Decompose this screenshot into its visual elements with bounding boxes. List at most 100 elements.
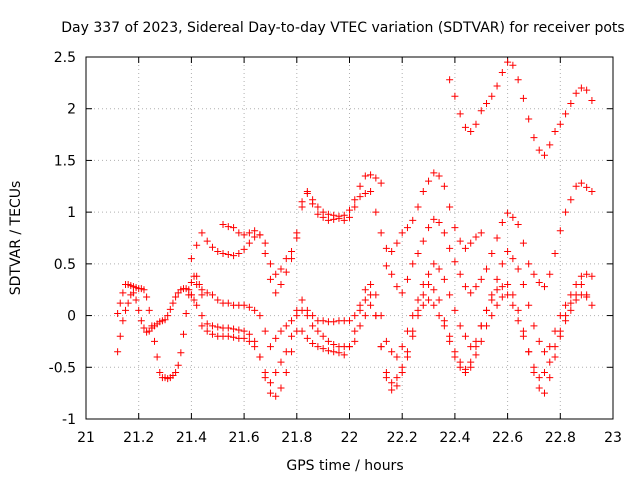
data-point <box>382 337 390 345</box>
data-point <box>335 349 343 357</box>
data-point <box>282 368 290 376</box>
data-point <box>314 327 322 335</box>
data-point <box>208 322 216 330</box>
data-point <box>535 278 543 286</box>
x-tick-label: 22.4 <box>439 430 470 446</box>
data-point <box>514 306 522 314</box>
data-point <box>261 239 269 247</box>
data-point <box>514 76 522 84</box>
data-point <box>588 96 596 104</box>
data-point <box>461 368 469 376</box>
data-point <box>161 316 169 324</box>
series-s6 <box>446 58 596 159</box>
data-point <box>356 306 364 314</box>
data-point <box>425 177 433 185</box>
data-point <box>245 330 253 338</box>
data-point <box>546 141 554 149</box>
data-point <box>519 281 527 289</box>
data-point <box>530 270 538 278</box>
data-point <box>361 190 369 198</box>
data-point <box>309 339 317 347</box>
data-point <box>219 221 227 229</box>
data-point <box>583 270 591 278</box>
data-point <box>245 337 253 345</box>
data-point <box>504 281 512 289</box>
data-point <box>446 203 454 211</box>
data-point <box>256 353 264 361</box>
data-point <box>572 296 580 304</box>
data-point <box>456 322 464 330</box>
data-point <box>164 312 172 320</box>
data-point <box>493 301 501 309</box>
data-point <box>251 306 259 314</box>
data-point <box>483 306 491 314</box>
data-point <box>335 214 343 222</box>
data-point <box>298 306 306 314</box>
data-point <box>461 283 469 291</box>
data-point <box>472 283 480 291</box>
data-point <box>114 310 122 318</box>
data-point <box>187 278 195 286</box>
data-point <box>179 330 187 338</box>
x-tick-label: 23 <box>604 430 622 446</box>
data-point <box>272 270 280 278</box>
data-point <box>361 296 369 304</box>
data-point <box>525 115 533 123</box>
data-point <box>235 250 243 258</box>
data-point <box>351 312 359 320</box>
series-s4 <box>219 169 485 297</box>
data-point <box>198 322 206 330</box>
x-tick-label: 21.2 <box>123 430 154 446</box>
data-point <box>208 330 216 338</box>
data-point <box>456 270 464 278</box>
data-point <box>483 322 491 330</box>
data-point <box>266 343 274 351</box>
data-point <box>388 270 396 278</box>
data-point <box>403 275 411 283</box>
data-point <box>203 289 211 297</box>
data-point <box>346 317 353 325</box>
data-point <box>435 172 443 180</box>
data-point <box>372 174 380 182</box>
data-point <box>346 343 353 351</box>
data-point <box>182 310 190 318</box>
data-point <box>382 262 390 270</box>
data-point <box>588 272 596 280</box>
data-point <box>214 247 222 255</box>
data-point <box>403 353 411 361</box>
data-point <box>140 286 148 294</box>
data-point <box>409 260 417 268</box>
data-point <box>382 374 390 382</box>
data-point <box>514 221 522 229</box>
data-point <box>472 343 480 351</box>
data-point <box>245 239 253 247</box>
data-point <box>261 327 269 335</box>
data-point <box>143 293 151 301</box>
data-point <box>319 317 327 325</box>
y-tick-label: 1 <box>67 205 76 221</box>
data-point <box>277 265 285 273</box>
data-point <box>488 92 496 100</box>
chart-title: Day 337 of 2023, Sidereal Day-to-day VTE… <box>61 20 624 36</box>
data-point <box>251 233 259 241</box>
data-point <box>430 301 438 309</box>
data-point <box>309 322 317 330</box>
data-point <box>483 100 491 108</box>
y-tick-label: -0.5 <box>49 360 76 376</box>
data-point <box>567 100 575 108</box>
data-point <box>509 255 517 263</box>
data-point <box>525 348 533 356</box>
y-tick-label: 0.5 <box>54 257 76 273</box>
data-point <box>419 187 427 195</box>
data-point <box>435 296 443 304</box>
data-point <box>361 172 369 180</box>
data-point <box>446 291 454 299</box>
data-point <box>414 203 422 211</box>
data-point <box>240 301 248 309</box>
data-point <box>540 151 548 159</box>
data-point <box>430 215 438 223</box>
data-point <box>425 281 433 289</box>
data-point <box>577 291 585 299</box>
data-point <box>319 213 327 221</box>
